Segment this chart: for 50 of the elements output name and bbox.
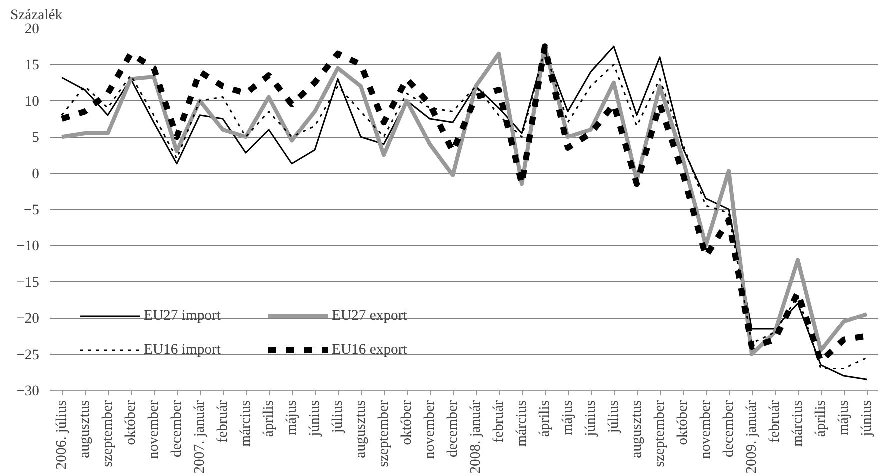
x-tick-label: február bbox=[215, 400, 231, 443]
x-tick-label: október bbox=[399, 400, 415, 446]
x-tick-label: május bbox=[560, 400, 576, 436]
x-tick-label: november bbox=[422, 400, 438, 460]
x-tick-label: május bbox=[284, 400, 300, 436]
x-tick-label: október bbox=[123, 400, 139, 446]
x-tick-label: március bbox=[238, 400, 254, 447]
x-tick-label: augusztus bbox=[353, 400, 369, 458]
x-tick-label: november bbox=[146, 400, 162, 460]
x-tick-label: június bbox=[307, 400, 323, 438]
x-tick-label: április bbox=[261, 400, 277, 438]
legend-label: EU16 export bbox=[332, 342, 408, 358]
x-tick-label: július bbox=[606, 400, 622, 434]
x-tick-label: április bbox=[537, 400, 553, 438]
x-tick-label: augusztus bbox=[629, 400, 645, 458]
y-tick-label: −30 bbox=[16, 384, 40, 400]
y-tick-label: 0 bbox=[32, 166, 40, 182]
y-tick-label: 15 bbox=[24, 58, 40, 74]
x-tick-label: 2008. január bbox=[468, 400, 484, 474]
x-tick-label: március bbox=[790, 400, 806, 447]
y-tick-label: 5 bbox=[32, 130, 40, 146]
x-tick-label: június bbox=[859, 400, 875, 438]
x-tick-label: július bbox=[330, 400, 346, 434]
x-tick-label: szeptember bbox=[100, 400, 116, 468]
y-axis-title: Százalék bbox=[10, 8, 64, 24]
y-tick-label: −20 bbox=[16, 311, 40, 328]
y-tick-label: 20 bbox=[24, 22, 40, 38]
x-tick-label: február bbox=[491, 400, 507, 443]
x-tick-label: június bbox=[583, 400, 599, 438]
y-tick-label: −5 bbox=[24, 202, 40, 218]
y-tick-label: −15 bbox=[16, 274, 40, 291]
y-tick-label: 10 bbox=[24, 94, 40, 110]
x-tick-label: december bbox=[445, 400, 461, 458]
x-tick-label: február bbox=[767, 400, 783, 443]
x-tick-label: március bbox=[514, 400, 530, 447]
y-tick-label: −10 bbox=[16, 238, 40, 255]
x-tick-label: május bbox=[836, 400, 852, 436]
x-tick-label: október bbox=[675, 400, 691, 446]
x-tick-label: november bbox=[698, 400, 714, 460]
x-tick-label: 2007. január bbox=[192, 400, 208, 474]
x-tick-label: szeptember bbox=[376, 400, 392, 468]
x-tick-label: augusztus bbox=[77, 400, 93, 458]
x-tick-label: 2009. január bbox=[744, 400, 760, 474]
y-tick-label: −25 bbox=[16, 347, 40, 364]
x-tick-label: december bbox=[169, 400, 185, 458]
x-tick-label: április bbox=[813, 400, 829, 438]
x-tick-label: szeptember bbox=[652, 400, 668, 468]
x-tick-label: december bbox=[721, 400, 737, 458]
legend-label: EU16 import bbox=[144, 342, 222, 358]
x-tick-label: 2006. július bbox=[54, 400, 70, 470]
